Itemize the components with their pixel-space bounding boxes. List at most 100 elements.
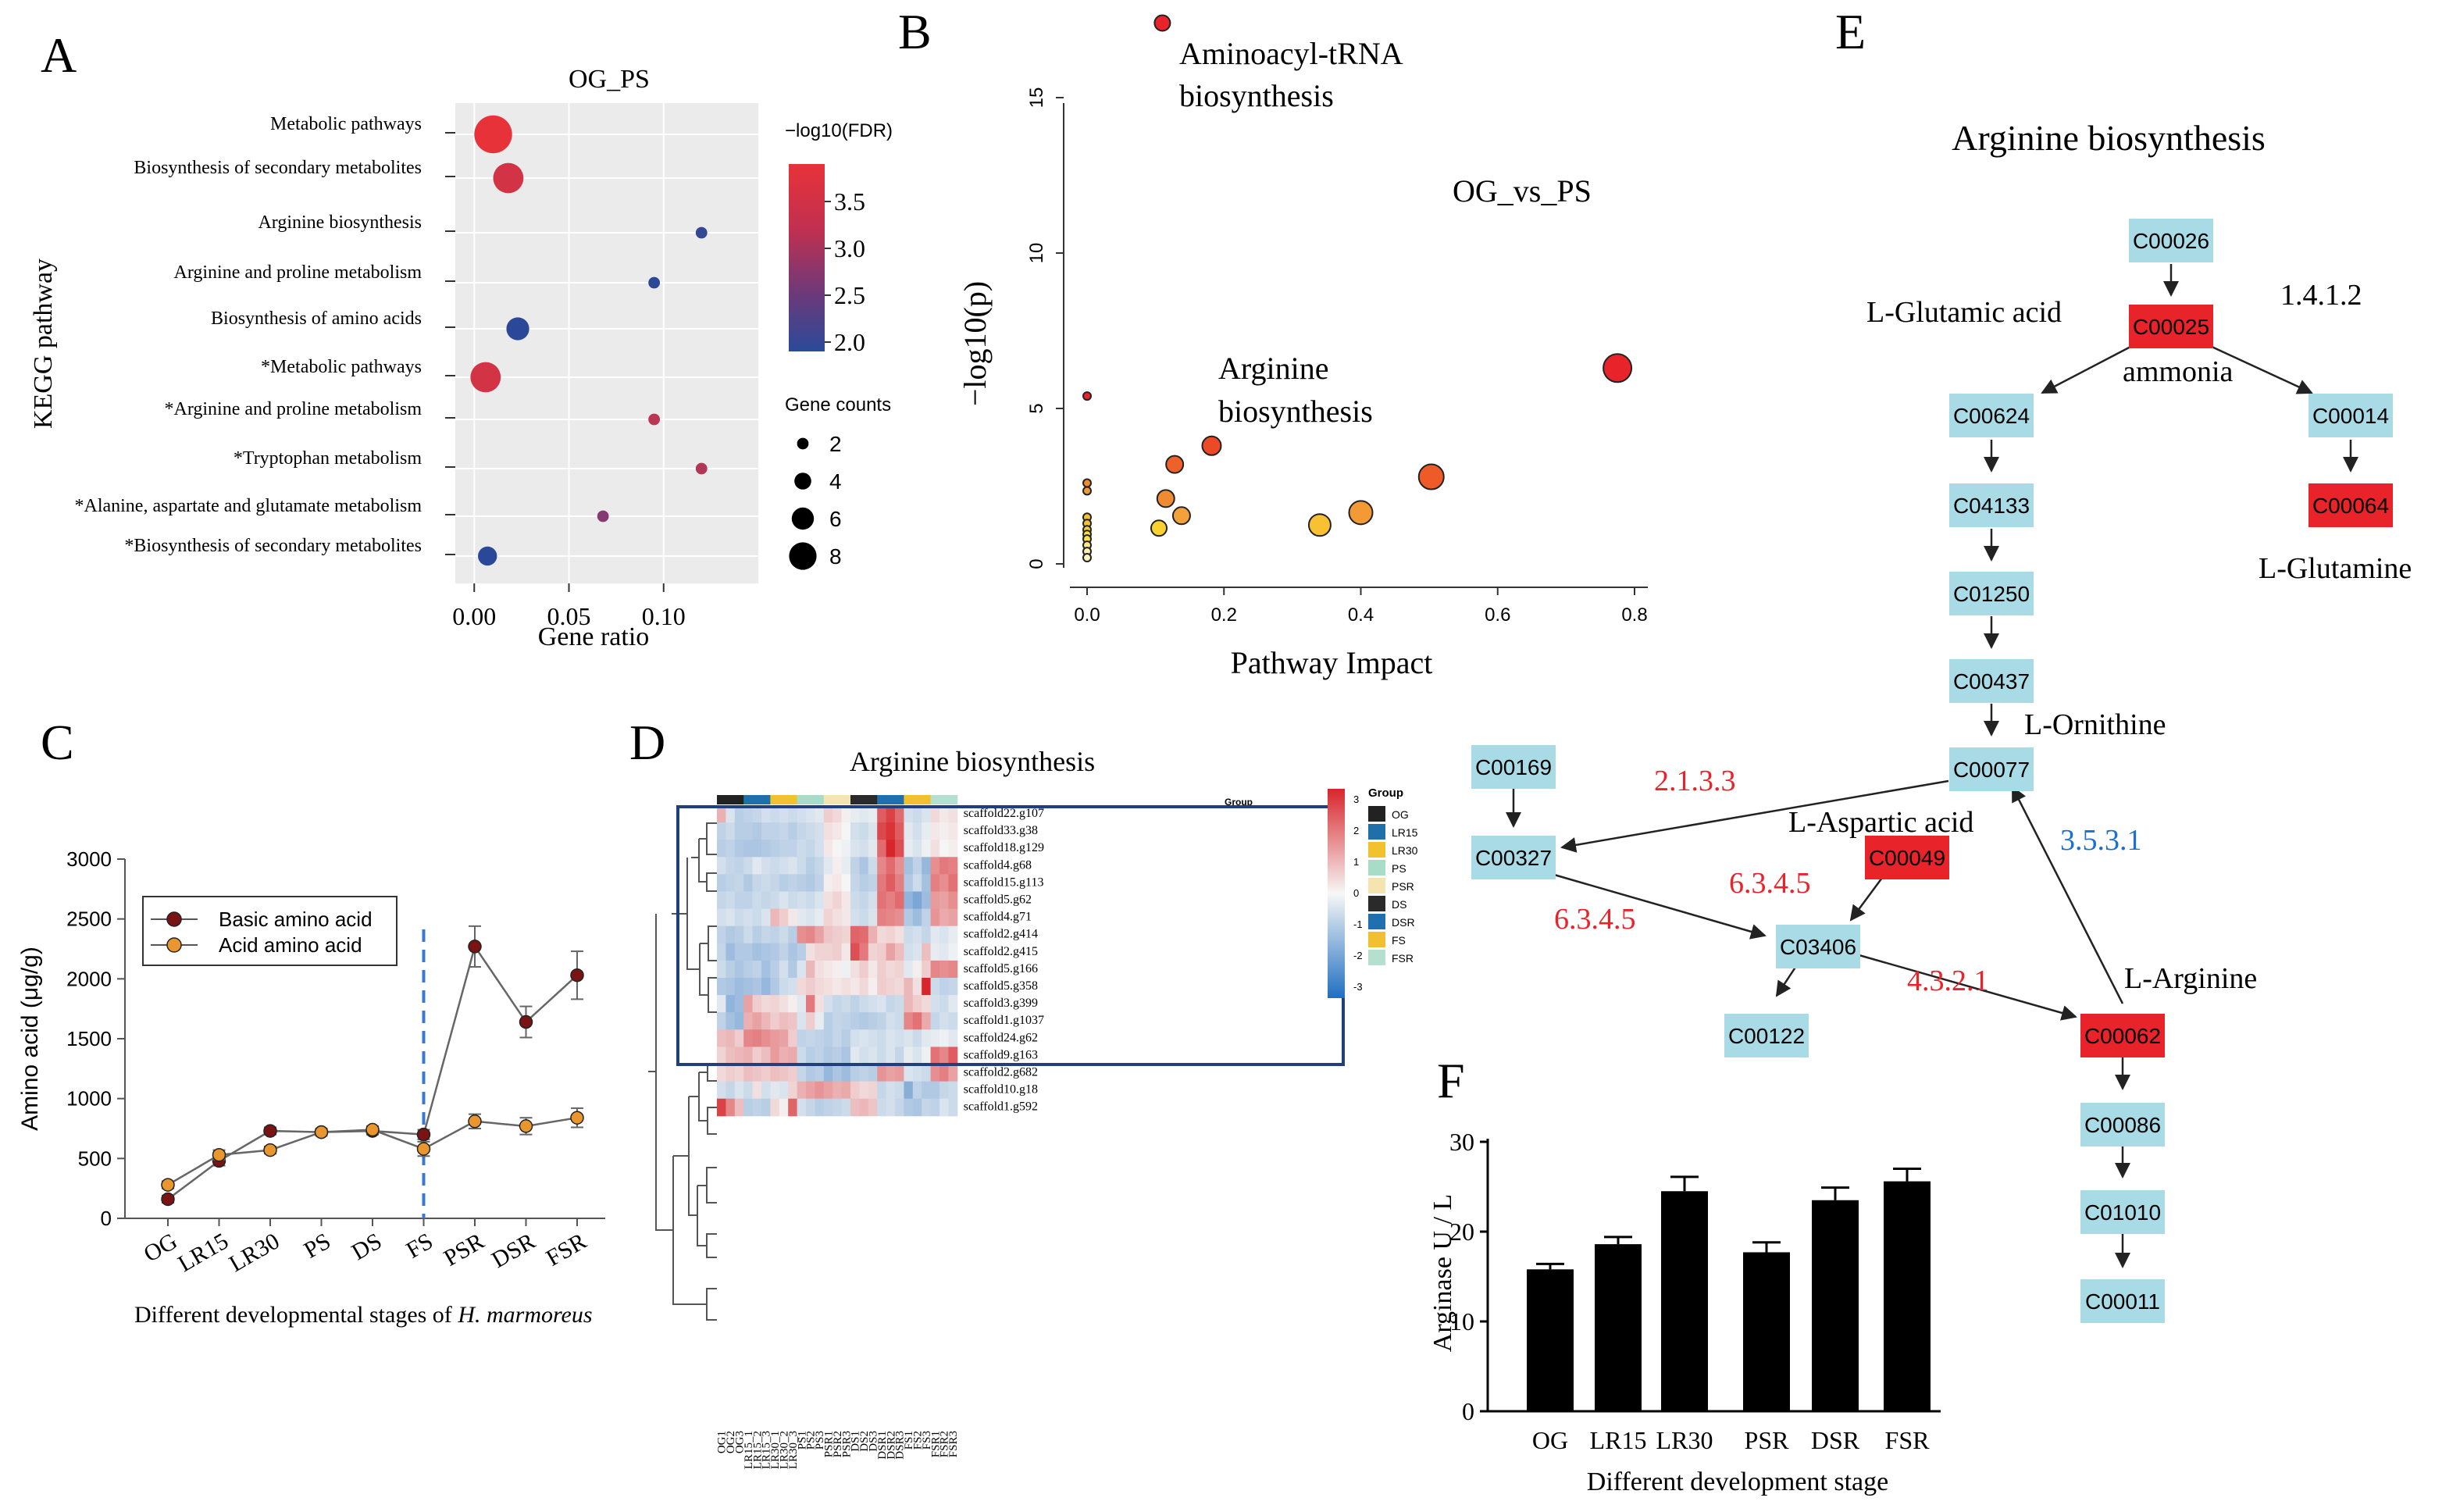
- panel-d-heat-cell: [922, 1029, 932, 1047]
- panel-c-xlabel-main: Different developmental stages of: [134, 1302, 452, 1328]
- panel-d-heat-cell: [797, 995, 807, 1013]
- panel-d-heat-cell: [948, 1047, 958, 1064]
- panel-d-heat-cell: [779, 943, 789, 961]
- panel-d-heat-cell: [904, 1064, 914, 1082]
- panel-d-row-label: scaffold1.g592: [964, 1100, 1038, 1114]
- panel-a-pathway-label: *Metabolic pathways: [261, 357, 422, 377]
- panel-d-heat-cell: [859, 978, 869, 996]
- panel-e-node-box: [2080, 1014, 2165, 1057]
- panel-d-heat-cell: [761, 925, 771, 944]
- panel-d-heat-cell: [752, 995, 762, 1013]
- panel-d-heat-cell: [841, 857, 851, 875]
- panel-d-heat-cell: [770, 840, 780, 858]
- panel-d-heat-cell: [832, 1047, 843, 1064]
- panel-e-label-ammonia: ammonia: [2123, 355, 2234, 388]
- panel-d-heat-cell: [815, 978, 825, 996]
- panel-e-node-box: [1724, 1014, 1809, 1057]
- panel-d-heat-cell: [806, 822, 815, 840]
- panel-d-heat-cell: [939, 1029, 949, 1047]
- panel-d-heat-cell: [895, 978, 904, 996]
- panel-f-bar: [1661, 1191, 1708, 1411]
- panel-d-heatmap-cells: [717, 805, 958, 1117]
- panel-c-ytick-label: 500: [78, 1146, 112, 1170]
- panel-d-row-label: scaffold5.g166: [964, 962, 1038, 975]
- panel-d-heat-cell: [726, 978, 736, 996]
- panel-d-column-label: PSR2: [832, 1431, 844, 1457]
- panel-d-heat-cell: [734, 874, 744, 892]
- panel-f-xtick-label: LR30: [1656, 1426, 1713, 1454]
- panel-d-heat-cell: [726, 995, 736, 1013]
- panel-d-heat-cell: [850, 857, 860, 875]
- panel-d-heat-cell: [832, 995, 843, 1013]
- panel-d-heat-cell: [823, 840, 833, 858]
- panel-d-heat-cell: [779, 1064, 789, 1082]
- panel-d-heat-cell: [939, 805, 949, 823]
- panel-c-ytick-label: 1500: [66, 1027, 112, 1050]
- panel-e-node-box: [1471, 745, 1556, 789]
- panel-d-heat-cell: [788, 874, 798, 892]
- panel-a-size-legend-dot: [789, 542, 817, 570]
- panel-d-heat-cell: [859, 822, 869, 840]
- panel-b-xtick-label: 0.2: [1211, 604, 1237, 626]
- panel-d-heat-cell: [948, 891, 958, 910]
- panel-d-heat-cell: [948, 960, 958, 979]
- panel-d-heat-cell: [717, 943, 726, 961]
- panel-d-heat-cell: [895, 1047, 904, 1064]
- panel-d-heat-cell: [770, 1081, 780, 1100]
- panel-d-heat-cell: [726, 1029, 736, 1047]
- panel-d-heat-cell: [930, 908, 940, 927]
- panel-d-heat-cell: [806, 805, 815, 823]
- panel-d-heat-cell: [922, 1064, 932, 1082]
- panel-d-heat-cell: [761, 822, 771, 840]
- panel-a-point: [493, 162, 524, 194]
- panel-a-color-tick-label: 2.0: [834, 328, 865, 356]
- panel-letter-f: F: [1437, 1053, 1465, 1108]
- panel-f-bar: [1527, 1269, 1574, 1411]
- panel-d-heat-cell: [770, 874, 780, 892]
- panel-d-column-label: LR15_1: [743, 1431, 755, 1469]
- panel-d-heat-cell: [717, 1081, 726, 1100]
- panel-e-enzyme-4: 6.3.4.5: [1554, 903, 1636, 936]
- panel-e-node-box: [2308, 483, 2393, 527]
- panel-e-node-label: C00122: [1728, 1024, 1805, 1048]
- panel-f-ytick-label: 0: [1462, 1397, 1474, 1425]
- panel-d-heat-cell: [806, 908, 815, 927]
- panel-d-heat-cell: [806, 1029, 815, 1047]
- panel-d-heat-cell: [832, 891, 843, 910]
- panel-d-heat-cell: [743, 1064, 754, 1082]
- panel-d-heat-cell: [939, 822, 949, 840]
- panel-d-heat-cell: [761, 891, 771, 910]
- panel-e-node-box: [2308, 394, 2393, 437]
- panel-d-legend-swatch: [1368, 824, 1385, 840]
- panel-c-xtick-label: DS: [348, 1228, 387, 1265]
- panel-d-heat-cell: [877, 908, 887, 927]
- panel-d-heat-cell: [797, 925, 807, 944]
- panel-d-column-label: PSR1: [823, 1431, 836, 1457]
- panel-d-heat-cell: [877, 1029, 887, 1047]
- panel-d-heat-cell: [895, 960, 904, 979]
- panel-c-ytick-label: 2000: [66, 967, 112, 990]
- panel-d-heat-cell: [939, 1012, 949, 1030]
- panel-d-heat-cell: [815, 805, 825, 823]
- panel-d-heat-cell: [797, 874, 807, 892]
- panel-d-heat-cell: [806, 960, 815, 979]
- panel-d-heat-cell: [779, 840, 789, 858]
- panel-d-column-labels: OG1OG2OG3LR15_1LR15_2LR15_3LR30_1LR30_2L…: [716, 1431, 960, 1469]
- panel-d-legend-label: FS: [1392, 934, 1406, 947]
- panel-d-heat-cell: [734, 1064, 744, 1082]
- panel-d-heat-cell: [734, 891, 744, 910]
- panel-d-column-label: OG1: [716, 1431, 729, 1453]
- panel-d-title: Arginine biosynthesis: [850, 746, 1095, 777]
- panel-d-legend-label: LR30: [1392, 844, 1418, 857]
- panel-d-row-label: scaffold2.g414: [964, 928, 1038, 941]
- panel-d-row-label: scaffold5.g358: [964, 979, 1038, 993]
- panel-d-heat-cell: [912, 995, 922, 1013]
- panel-d-heat-cell: [761, 978, 771, 996]
- panel-d-heat-cell: [939, 995, 949, 1013]
- panel-a-pathway-label: Biosynthesis of secondary metabolites: [134, 158, 422, 178]
- panel-d-heat-cell: [779, 925, 789, 944]
- panel-e-label-ornithine: L-Ornithine: [2024, 708, 2166, 741]
- panel-d-heat-cell: [912, 960, 922, 979]
- panel-d-heat-cell: [939, 908, 949, 927]
- panel-d-heat-cell: [930, 874, 940, 892]
